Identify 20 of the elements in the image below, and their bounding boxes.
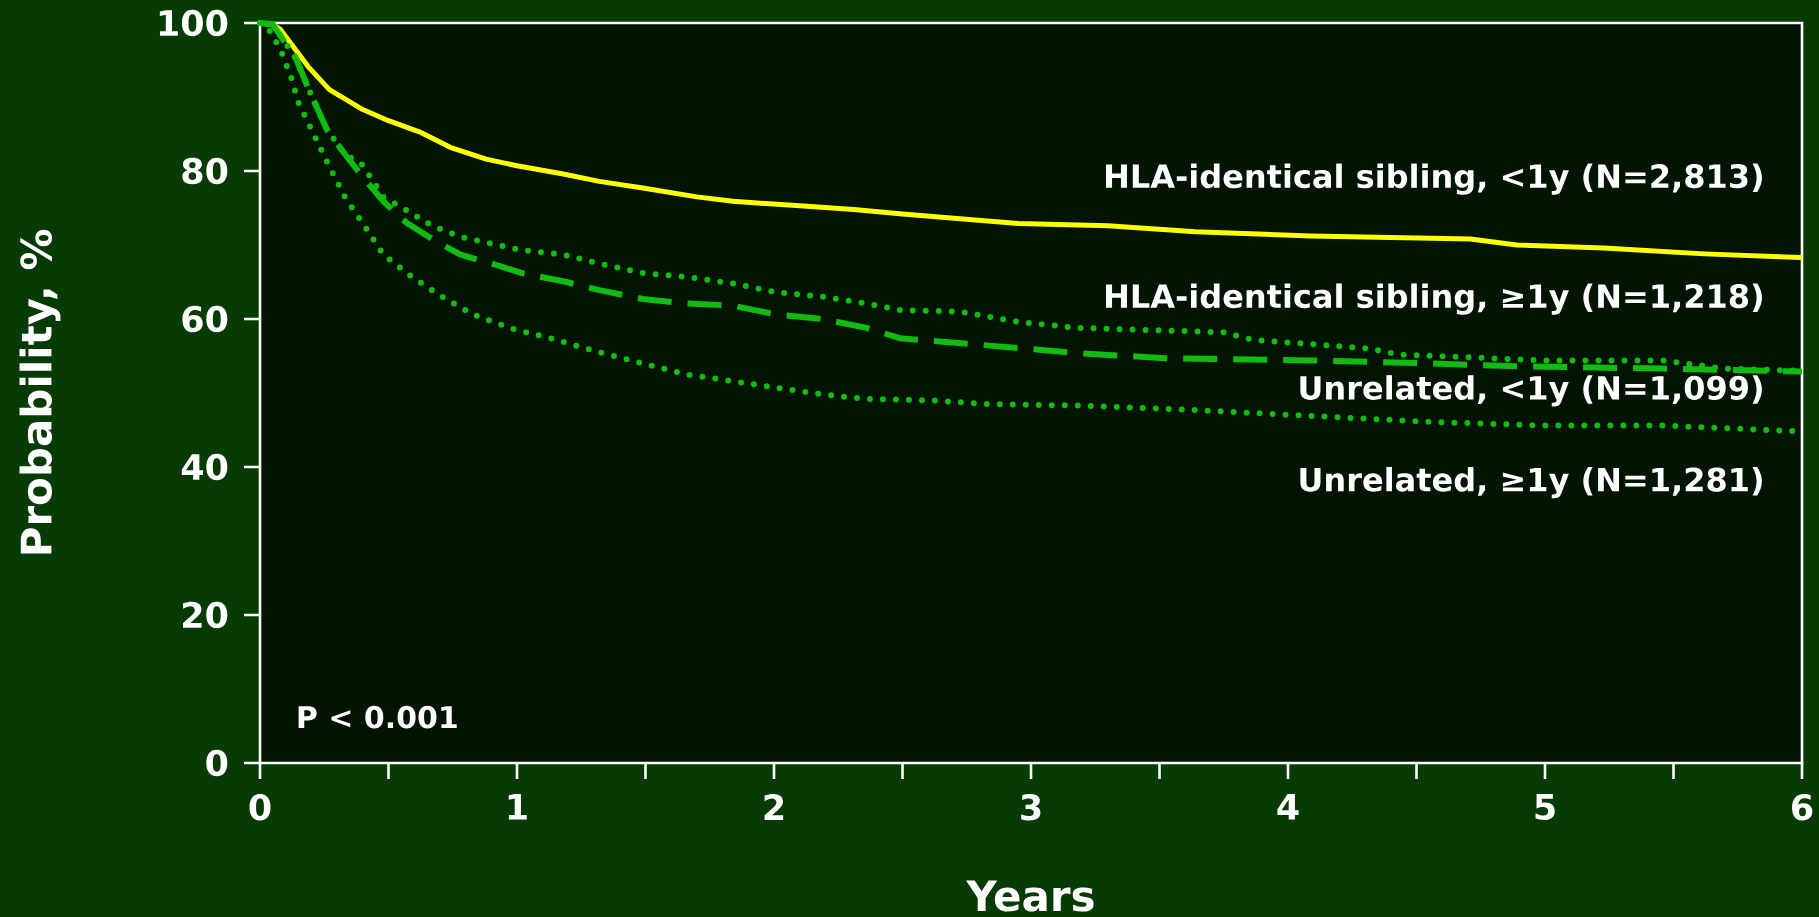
y-tick-label: 0	[206, 749, 228, 777]
series-label: Unrelated, <1y (N=1,099)	[1300, 375, 1762, 407]
series-label: HLA-identical sibling, <1y (N=2,813)	[1106, 163, 1762, 195]
y-tick-label: 60	[182, 305, 228, 333]
x-tick-label: 4	[1277, 794, 1299, 820]
x-tick-label: 6	[1791, 794, 1813, 821]
x-tick-label: 2	[764, 794, 784, 821]
annotation: P < 0.001	[298, 705, 457, 729]
y-tick-label: 20	[183, 601, 228, 629]
series-label: HLA-identical sibling, ≥1y (N=1,218)	[1106, 283, 1762, 315]
x-tick-label: 1	[508, 794, 527, 820]
series-label: Unrelated, ≥1y (N=1,281)	[1300, 466, 1762, 499]
x-tick-label: 3	[1021, 794, 1041, 821]
y-tick-label: 40	[181, 453, 228, 481]
y-axis-title: Probability, %	[19, 229, 61, 554]
x-tick-label: 0	[249, 794, 271, 821]
x-tick-label: 5	[1535, 794, 1555, 821]
y-tick-label: 100	[159, 9, 228, 37]
y-tick-label: 80	[182, 157, 228, 185]
x-axis-title: Years	[966, 880, 1094, 912]
